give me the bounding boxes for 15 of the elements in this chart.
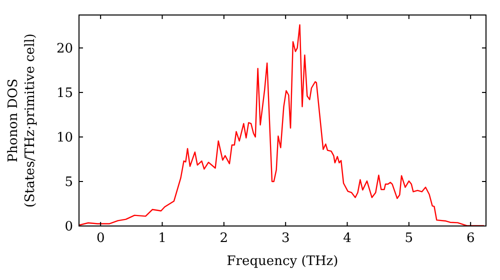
y-tick-label: 20 (56, 41, 73, 56)
x-tick-label: 0 (96, 231, 105, 246)
y-tick-label: 10 (56, 130, 73, 146)
x-tick-label: 6 (466, 231, 475, 246)
x-tick-label: 3 (281, 231, 290, 246)
y-tick-label: 5 (64, 174, 73, 190)
x-tick-label: 2 (220, 231, 228, 246)
x-tick-label: 5 (404, 231, 414, 246)
x-tick-label: 1 (158, 231, 166, 246)
y-tick-label: 15 (56, 86, 73, 101)
y-axis-title: Phonon DOS (States/THz·primitive cell) (6, 33, 38, 208)
x-axis-title: Frequency (THz) (226, 254, 338, 269)
y-tick-label: 0 (64, 220, 73, 234)
x-tick-label: 4 (343, 231, 352, 246)
line-series (79, 24, 485, 226)
